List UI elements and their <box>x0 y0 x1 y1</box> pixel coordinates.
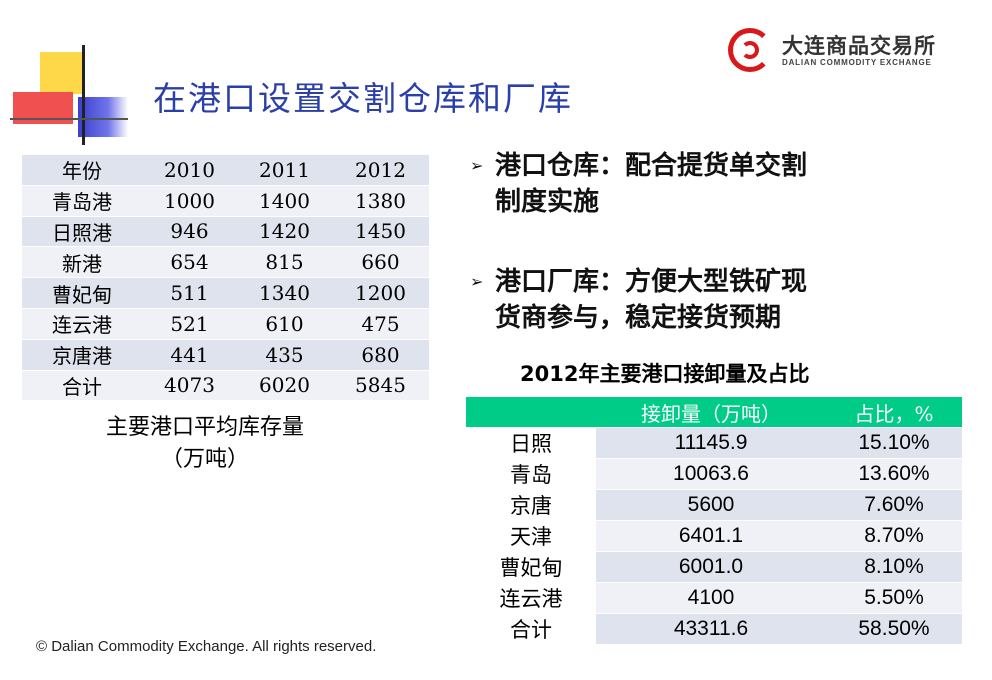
port-name-cell: 曹妃甸 <box>22 278 142 309</box>
table-header-row: 年份 2010 2011 2012 <box>22 155 429 186</box>
port-name-cell: 连云港 <box>22 308 142 340</box>
table-header-row: 接卸量（万吨） 占比，% <box>466 397 962 428</box>
inventory-caption-line1: 主要港口平均库存量 <box>105 415 304 440</box>
value-cell: 1420 <box>237 216 332 248</box>
header-cell: 2012 <box>332 155 429 186</box>
value-cell: 946 <box>142 216 237 248</box>
dce-logo-icon <box>728 28 772 72</box>
bullet-arrow-icon: ➢ <box>470 272 484 291</box>
value-cell: 511 <box>142 278 237 309</box>
value-cell: 1340 <box>237 278 332 309</box>
port-name-cell: 京唐港 <box>22 339 142 371</box>
header-cell: 接卸量（万吨） <box>596 397 826 428</box>
logo-name-cn: 大连商品交易所 <box>782 34 936 58</box>
header-cell: 2011 <box>237 155 332 186</box>
share-cell: 8.10% <box>826 552 962 583</box>
decor-vertical-line <box>82 45 85 145</box>
value-cell: 1450 <box>332 216 429 248</box>
table-row: 连云港 4100 5.50% <box>466 583 962 614</box>
value-cell: 1380 <box>332 185 429 217</box>
share-cell: 7.60% <box>826 490 962 521</box>
value-cell: 610 <box>237 308 332 340</box>
port-name-cell: 青岛港 <box>22 185 142 217</box>
port-throughput-table: 接卸量（万吨） 占比，% 日照 11145.9 15.10% 青岛 10063.… <box>466 397 962 645</box>
port-name-cell: 京唐 <box>466 490 596 521</box>
bullet-text-line1: 港口厂库：方便大型铁矿现 <box>495 267 808 297</box>
table-row: 日照 11145.9 15.10% <box>466 428 962 459</box>
value-cell: 435 <box>237 339 332 371</box>
share-cell: 8.70% <box>826 521 962 552</box>
table-row: 连云港 521 610 475 <box>22 308 429 340</box>
table-row: 新港 654 815 660 <box>22 247 429 279</box>
header-cell: 年份 <box>22 155 142 186</box>
table-row: 京唐港 441 435 680 <box>22 339 429 371</box>
table-row: 京唐 5600 7.60% <box>466 490 962 521</box>
volume-cell: 43311.6 <box>596 614 826 645</box>
decor-blue-square <box>78 97 128 137</box>
volume-cell: 6401.1 <box>596 521 826 552</box>
copyright-notice: © Dalian Commodity Exchange. All rights … <box>36 638 377 655</box>
table-total-row: 合计 43311.6 58.50% <box>466 614 962 645</box>
value-cell: 660 <box>332 247 429 279</box>
logo-name-en: DALIAN COMMODITY EXCHANGE <box>782 58 932 67</box>
share-cell: 58.50% <box>826 614 962 645</box>
bullet-arrow-icon: ➢ <box>470 156 484 175</box>
port-name-cell: 日照港 <box>22 216 142 248</box>
header-cell <box>466 397 596 428</box>
port-name-cell: 日照 <box>466 428 596 459</box>
table-row: 青岛港 1000 1400 1380 <box>22 185 429 217</box>
value-cell: 654 <box>142 247 237 279</box>
volume-cell: 6001.0 <box>596 552 826 583</box>
value-cell: 4073 <box>142 370 237 402</box>
port-name-cell: 新港 <box>22 247 142 279</box>
bullet-text-line2: 制度实施 <box>495 187 600 217</box>
port-name-cell: 曹妃甸 <box>466 552 596 583</box>
volume-cell: 11145.9 <box>596 428 826 459</box>
throughput-title: 2012年主要港口接卸量及占比 <box>520 362 810 386</box>
share-cell: 5.50% <box>826 583 962 614</box>
inventory-caption-line2: （万吨） <box>160 447 249 472</box>
table-row: 天津 6401.1 8.70% <box>466 521 962 552</box>
table-row: 青岛 10063.6 13.60% <box>466 459 962 490</box>
value-cell: 1200 <box>332 278 429 309</box>
value-cell: 5845 <box>332 370 429 402</box>
port-name-cell: 天津 <box>466 521 596 552</box>
table-total-row: 合计 4073 6020 5845 <box>22 370 429 402</box>
port-inventory-table: 年份 2010 2011 2012 青岛港 1000 1400 1380 日照港… <box>22 155 429 402</box>
value-cell: 680 <box>332 339 429 371</box>
bullet-text-line1: 港口仓库：配合提货单交割 <box>495 151 808 181</box>
port-name-cell: 连云港 <box>466 583 596 614</box>
table-row: 日照港 946 1420 1450 <box>22 216 429 248</box>
dce-logo: 大连商品交易所 DALIAN COMMODITY EXCHANGE <box>728 28 968 78</box>
value-cell: 475 <box>332 308 429 340</box>
value-cell: 6020 <box>237 370 332 402</box>
volume-cell: 5600 <box>596 490 826 521</box>
inventory-caption: 主要港口平均库存量 （万吨） <box>70 412 340 476</box>
share-cell: 15.10% <box>826 428 962 459</box>
table-row: 曹妃甸 6001.0 8.10% <box>466 552 962 583</box>
share-cell: 13.60% <box>826 459 962 490</box>
volume-cell: 4100 <box>596 583 826 614</box>
value-cell: 1400 <box>237 185 332 217</box>
decor-horizontal-line <box>10 118 128 120</box>
volume-cell: 10063.6 <box>596 459 826 490</box>
bullet-text-line2: 货商参与，稳定接货预期 <box>495 303 782 333</box>
port-name-cell: 合计 <box>22 370 142 402</box>
decor-yellow-square <box>40 52 82 94</box>
value-cell: 521 <box>142 308 237 340</box>
header-cell: 2010 <box>142 155 237 186</box>
slide-title: 在港口设置交割仓库和厂库 <box>153 79 573 118</box>
port-name-cell: 合计 <box>466 614 596 645</box>
port-name-cell: 青岛 <box>466 459 596 490</box>
header-cell: 占比，% <box>826 397 962 428</box>
value-cell: 441 <box>142 339 237 371</box>
value-cell: 1000 <box>142 185 237 217</box>
table-row: 曹妃甸 511 1340 1200 <box>22 278 429 309</box>
value-cell: 815 <box>237 247 332 279</box>
